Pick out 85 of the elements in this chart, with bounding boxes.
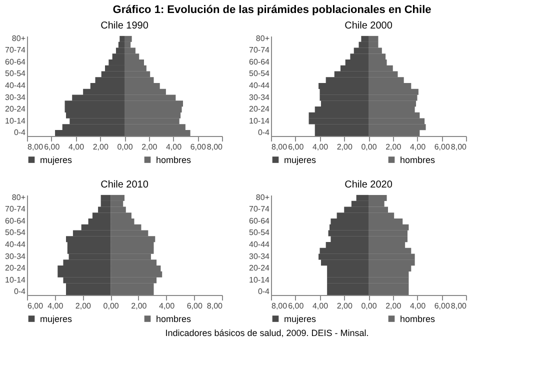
x-tick-label: 4,00 xyxy=(68,142,85,152)
y-tick-label: 20-24 xyxy=(249,264,270,273)
legend-label: hombres xyxy=(156,314,192,324)
x-tick-label: 4,00 xyxy=(410,142,426,152)
legend-label: hombres xyxy=(156,154,192,165)
chart-title: Chile 2010 xyxy=(100,179,149,190)
chart-title: Chile 1990 xyxy=(100,20,149,32)
x-tick-label: 8,00 xyxy=(450,142,468,152)
x-tick-label: 0,00 xyxy=(361,302,378,310)
y-tick-label: 60-64 xyxy=(5,57,26,66)
legend-label: mujeres xyxy=(40,154,73,165)
x-tick-label: 0,00 xyxy=(117,142,134,152)
x-tick-label: 6,00 xyxy=(434,302,450,310)
y-tick-label: 70-74 xyxy=(5,204,26,214)
x-tick-label: 2,00 xyxy=(92,142,109,152)
y-tick-label: 50-54 xyxy=(249,69,270,78)
y-tick-label: 80+ xyxy=(256,34,270,43)
x-tick-label: 6,00 xyxy=(44,142,60,152)
x-tick-label: 2,00 xyxy=(336,302,353,310)
x-tick-label: 8,00 xyxy=(450,302,468,310)
y-tick-label: 0-4 xyxy=(14,287,26,296)
y-tick-label: 10-14 xyxy=(249,275,270,284)
y-tick-label: 10-14 xyxy=(5,275,26,284)
x-tick-label: 8,00 xyxy=(272,142,288,152)
y-tick-label: 0-4 xyxy=(258,128,270,138)
x-tick-label: 0,00 xyxy=(103,302,120,310)
y-tick-label: 60-64 xyxy=(249,216,270,226)
x-tick-label: 6,00 xyxy=(434,142,450,152)
text: Indicadores básicos de salud, 2009. DEIS - Minsal. xyxy=(165,328,369,338)
x-tick-label: 4,00 xyxy=(158,302,176,310)
legend-label: mujeres xyxy=(284,154,317,165)
x-tick-label: 4,00 xyxy=(312,302,329,310)
chart-title: Chile 2000 xyxy=(344,20,393,32)
x-tick-label: 6,00 xyxy=(28,302,44,310)
y-tick-label: 40-44 xyxy=(5,240,26,249)
y-tick-label: 30-34 xyxy=(5,252,26,261)
x-tick-label: 8,00 xyxy=(206,142,224,152)
y-tick-label: 10-14 xyxy=(5,116,26,126)
y-tick-label: 0-4 xyxy=(258,287,270,296)
y-tick-label: 70-74 xyxy=(249,204,270,214)
y-tick-label: 40-44 xyxy=(5,81,26,90)
y-tick-label: 80+ xyxy=(12,192,26,202)
x-tick-label: 6,00 xyxy=(288,142,304,152)
x-tick-label: 2,00 xyxy=(131,302,148,310)
y-tick-label: 30-34 xyxy=(249,92,270,102)
y-tick-label: 30-34 xyxy=(5,92,26,102)
x-tick-label: 2,00 xyxy=(386,142,402,152)
chart-title: Chile 2020 xyxy=(344,179,393,190)
y-tick-label: 80+ xyxy=(256,192,270,202)
y-tick-label: 50-54 xyxy=(249,228,270,238)
x-tick-label: 4,00 xyxy=(48,302,64,310)
legend-label: hombres xyxy=(400,154,436,165)
y-tick-label: 40-44 xyxy=(249,81,270,90)
x-tick-label: 6,00 xyxy=(186,302,203,310)
x-tick-label: 4,00 xyxy=(166,142,182,152)
x-tick-label: 2,00 xyxy=(386,302,402,310)
legend-label: hombres xyxy=(400,314,436,324)
y-tick-label: 70-74 xyxy=(249,46,270,55)
y-tick-label: 50-54 xyxy=(5,69,26,78)
y-tick-label: 80+ xyxy=(12,34,26,43)
x-tick-label: 6,00 xyxy=(190,142,206,152)
y-tick-label: 20-24 xyxy=(5,264,26,273)
legend-label: mujeres xyxy=(284,314,317,324)
x-tick-label: 4,00 xyxy=(312,142,329,152)
x-tick-label: 8,00 xyxy=(206,302,224,310)
y-tick-label: 10-14 xyxy=(249,116,270,126)
y-tick-label: 60-64 xyxy=(5,216,26,226)
x-tick-label: 2,00 xyxy=(75,302,92,310)
x-tick-label: 0,00 xyxy=(361,142,378,152)
y-tick-label: 70-74 xyxy=(5,46,26,55)
x-tick-label: 8,00 xyxy=(28,142,44,152)
y-tick-label: 20-24 xyxy=(249,104,270,114)
x-tick-label: 2,00 xyxy=(142,142,158,152)
y-tick-label: 0-4 xyxy=(14,128,26,138)
legend-label: mujeres xyxy=(40,314,73,324)
x-tick-label: 2,00 xyxy=(336,142,353,152)
x-tick-label: 8,00 xyxy=(272,302,288,310)
x-tick-label: 6,00 xyxy=(288,302,304,310)
y-tick-label: 50-54 xyxy=(5,228,26,238)
text: Gráfico 1: Evolución de las pirámides poblacionales en Chile xyxy=(112,4,432,16)
y-tick-label: 60-64 xyxy=(249,57,270,66)
x-tick-label: 4,00 xyxy=(410,302,426,310)
y-tick-label: 20-24 xyxy=(5,104,26,114)
y-tick-label: 30-34 xyxy=(249,252,270,261)
y-tick-label: 40-44 xyxy=(249,240,270,249)
